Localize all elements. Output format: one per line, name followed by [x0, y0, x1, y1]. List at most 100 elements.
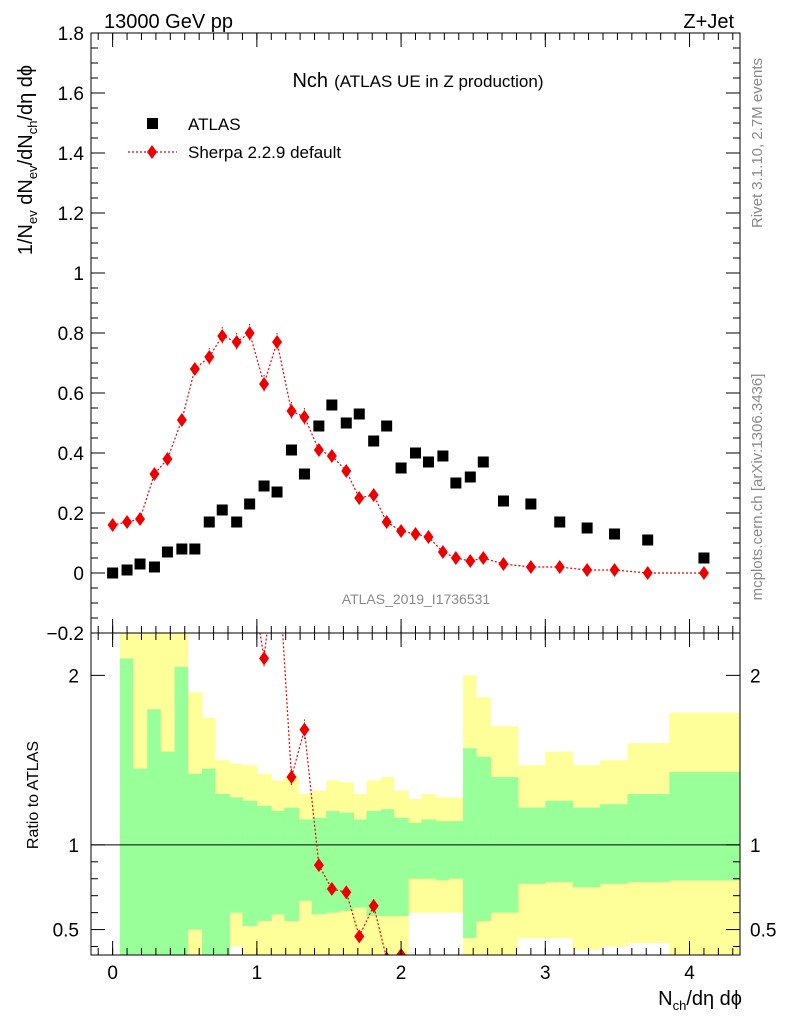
ratio-inner-band	[119, 658, 134, 955]
legend-atlas-marker	[147, 118, 158, 129]
sherpa-point	[478, 551, 489, 565]
ratio-y-tick-label-right: 2	[750, 666, 761, 687]
main-y-tick-label: 0.2	[58, 504, 84, 525]
atlas-point	[176, 543, 188, 555]
atlas-point	[450, 477, 462, 489]
sherpa-point	[410, 527, 421, 541]
x-tick-label: 1	[252, 963, 263, 984]
ratio-sherpa-point	[326, 881, 337, 896]
sherpa-point	[326, 449, 337, 463]
atlas-point	[271, 486, 283, 498]
ratio-inner-band	[215, 794, 230, 955]
sherpa-point	[698, 566, 709, 580]
x-axis-label: Nch/dη dϕ	[658, 988, 742, 1013]
main-y-tick-label: 0.6	[58, 384, 84, 405]
ratio-inner-band	[435, 821, 450, 881]
ratio-sherpa-point	[354, 929, 365, 944]
ratio-y-axis-label: Ratio to ATLAS	[25, 741, 42, 849]
ratio-inner-band	[545, 800, 574, 883]
sherpa-point	[381, 515, 392, 529]
atlas-point	[698, 552, 710, 564]
sherpa-point	[313, 443, 324, 457]
ratio-inner-band	[669, 771, 740, 881]
atlas-point	[381, 420, 393, 432]
x-tick-label: 3	[540, 963, 551, 984]
x-tick-label: 0	[107, 963, 118, 984]
atlas-point	[395, 462, 407, 474]
atlas-point	[107, 567, 119, 579]
sherpa-point	[423, 530, 434, 544]
atlas-point	[298, 468, 310, 480]
sherpa-point	[149, 467, 160, 481]
main-y-tick-label: 1.4	[58, 144, 85, 165]
ratio-inner-band	[147, 709, 161, 955]
sherpa-point	[396, 524, 407, 538]
analysis-id-label: ATLAS_2019_I1736531	[342, 591, 491, 607]
main-y-tick-label: −0.2	[46, 624, 84, 645]
sherpa-point	[204, 350, 215, 364]
atlas-point	[231, 516, 243, 528]
ratio-inner-band	[517, 807, 546, 884]
ratio-inner-band	[600, 804, 629, 884]
sherpa-point	[609, 563, 620, 577]
main-y-tick-label: 0.4	[58, 444, 85, 465]
atlas-point	[121, 564, 133, 576]
ratio-inner-band	[174, 666, 189, 955]
process-label: Z+Jet	[683, 11, 734, 33]
legend-sherpa-marker	[147, 145, 157, 159]
atlas-point	[464, 471, 476, 483]
legend-atlas-label: ATLAS	[188, 115, 241, 134]
atlas-point	[368, 435, 380, 447]
ratio-sherpa-point	[299, 722, 310, 737]
ratio-y-tick-label-right: 1	[750, 836, 761, 857]
main-y-tick-label: 1.2	[58, 204, 84, 225]
rivet-version-label: Rivet 3.1.10, 2.7M events	[749, 58, 766, 228]
atlas-point	[285, 444, 297, 456]
ratio-sherpa-point	[286, 770, 297, 785]
ratio-inner-band	[627, 794, 670, 883]
ratio-inner-band	[408, 822, 422, 879]
sherpa-point	[189, 362, 200, 376]
ratio-sherpa-point	[313, 858, 324, 873]
ratio-inner-band	[271, 810, 285, 915]
sherpa-point	[642, 566, 653, 580]
atlas-point	[148, 561, 160, 573]
atlas-point	[134, 558, 146, 570]
ratio-y-tick-label: 0.5	[53, 921, 79, 942]
main-panel: −0.2 0 0.2 0.4 0.6 0.8 1 1.2 1.4 1.6 1.8 Nch (ATLAS…	[15, 24, 741, 645]
x-tick-label: 2	[396, 963, 407, 984]
atlas-point	[422, 456, 434, 468]
sherpa-point	[231, 335, 242, 349]
sherpa-point	[217, 329, 228, 343]
ratio-inner-band	[448, 821, 464, 879]
energy-label: 13000 GeV pp	[104, 11, 233, 33]
sherpa-point	[286, 404, 297, 418]
main-y-tick-label: 1.8	[58, 24, 84, 45]
main-y-tick-label: 0.8	[58, 324, 84, 345]
legend-sherpa-label: Sherpa 2.2.9 default	[188, 143, 341, 162]
ratio-y-tick-label: 2	[68, 666, 79, 687]
sherpa-point	[135, 512, 146, 526]
ratio-inner-band	[160, 751, 176, 955]
sherpa-point	[354, 491, 365, 505]
ratio-inner-band	[339, 812, 354, 911]
ratio-inner-band	[202, 768, 216, 955]
mcplots-label: mcplots.cern.ch [arXiv:1306.3436]	[749, 374, 766, 601]
atlas-point	[477, 456, 489, 468]
ratio-sherpa-point	[368, 898, 379, 913]
sherpa-point	[525, 560, 536, 574]
ratio-inner-band	[284, 807, 300, 922]
atlas-point	[189, 543, 201, 555]
ratio-inner-band	[393, 817, 409, 917]
sherpa-point	[437, 545, 448, 559]
sherpa-point	[465, 554, 476, 568]
ratio-inner-band	[187, 773, 203, 930]
atlas-point	[203, 516, 215, 528]
ratio-sherpa-point	[272, 533, 282, 547]
sherpa-point	[498, 557, 509, 571]
ratio-y-tick-label: 1	[68, 836, 79, 857]
ratio-inner-band	[132, 768, 148, 955]
sherpa-point	[368, 488, 379, 502]
sherpa-point	[162, 452, 173, 466]
ratio-inner-band	[298, 819, 313, 901]
